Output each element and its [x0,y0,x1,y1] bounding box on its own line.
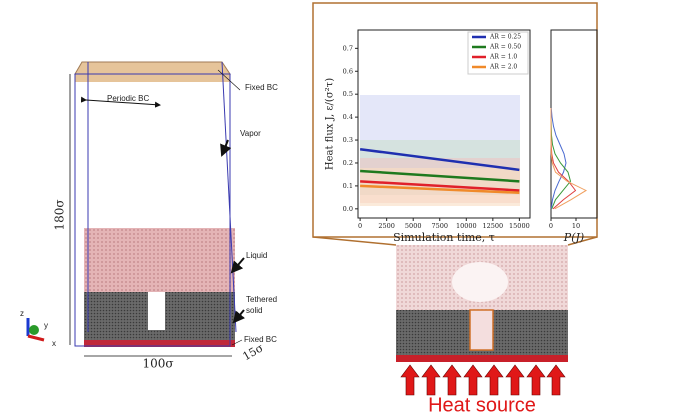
label: Fixed BC [244,335,277,344]
legend-label: AR = 0.25 [489,34,521,41]
y-tick-label: 0.0 [343,205,353,213]
heat-source-label: Heat source [428,394,536,416]
x-tick-label: 0 [549,222,553,230]
density-curve [550,107,588,210]
x-tick-label: 12500 [482,222,503,230]
x-tick-label: 10 [572,222,580,230]
x-tick-label: 15000 [509,222,530,230]
x-tick-label: 10000 [456,222,477,230]
y-tick-label: 0.7 [343,44,353,52]
label: Periodic BC [107,94,149,103]
label: Fixed BC [245,83,278,92]
label: 180σ [53,199,67,230]
fit-line [360,184,520,195]
fit-line [359,147,520,172]
label: Vapor [240,129,261,138]
label: Liquid [246,251,267,260]
y-axis-label: Heat flux J, ε/(σ²τ) [325,78,336,170]
y-tick-label: 0.6 [343,67,353,75]
x-tick-label: 0 [358,222,362,230]
heated-setup: Heat source [312,236,598,416]
y-tick-label: 0.5 [343,90,353,98]
label: Tethered [246,295,277,304]
y-tick-label: 0.3 [343,136,353,144]
x-axis-label: Simulation time, τ [393,231,495,244]
fit-line [360,169,520,183]
label: x [52,339,56,348]
label: 100σ [142,357,173,371]
x-tick-label: 2500 [378,222,395,230]
x-tick-label: 7500 [431,222,448,230]
density-curve [550,107,567,209]
fit-line [360,180,520,192]
simulation-box: Fixed BC Periodic BC Vapor Liquid Tether… [20,61,278,371]
x-tick-label: 5000 [405,222,422,230]
x-axis-label: P(J) [563,231,584,244]
inset-frame [312,2,598,238]
label: y [44,321,48,330]
label: z [20,309,24,318]
legend-label: AR = 0.50 [489,44,521,51]
y-tick-label: 0.4 [343,113,353,121]
plot-frame [357,29,531,219]
legend-label: AR = 2.0 [489,64,517,71]
legend-label: AR = 1.0 [489,54,517,61]
legend-box [467,31,529,75]
label: 15σ [241,341,267,363]
y-tick-label: 0.1 [343,182,353,190]
label: solid [246,306,262,315]
y-tick-label: 0.2 [343,159,353,167]
